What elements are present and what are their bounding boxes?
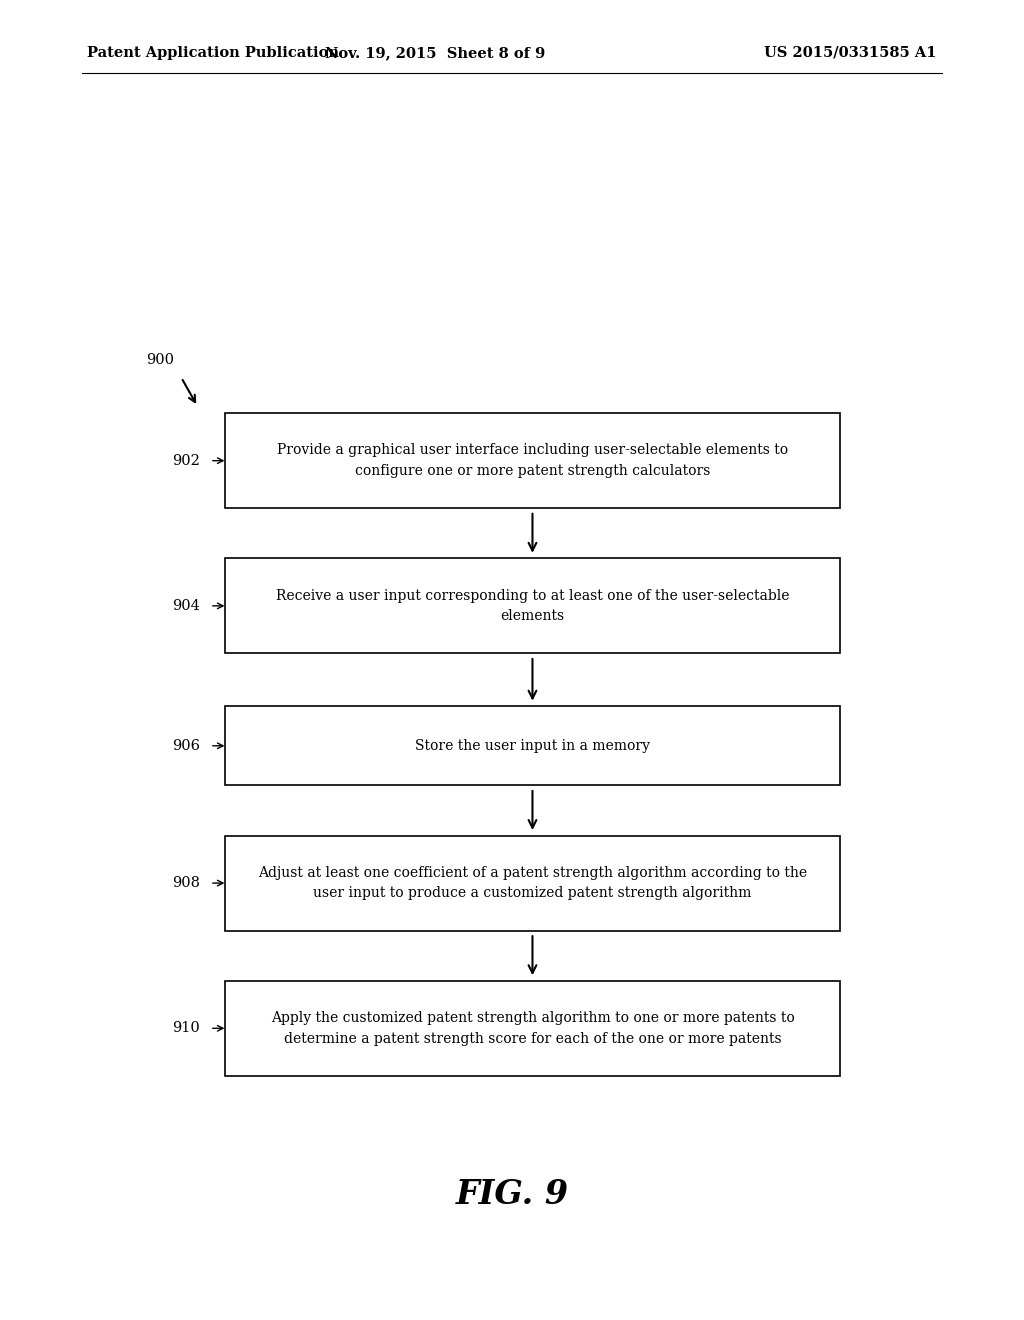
Text: 902: 902 xyxy=(172,454,200,467)
Text: 900: 900 xyxy=(146,352,174,367)
Bar xyxy=(225,413,840,508)
Text: Receive a user input corresponding to at least one of the user-selectable
elemen: Receive a user input corresponding to at… xyxy=(275,589,790,623)
Text: 908: 908 xyxy=(172,876,200,890)
Text: Patent Application Publication: Patent Application Publication xyxy=(87,46,339,59)
Text: US 2015/0331585 A1: US 2015/0331585 A1 xyxy=(765,46,937,59)
Bar xyxy=(225,706,840,785)
Text: 906: 906 xyxy=(172,739,200,752)
Text: FIG. 9: FIG. 9 xyxy=(456,1177,568,1212)
Text: 904: 904 xyxy=(172,599,200,612)
Bar xyxy=(225,836,840,931)
Bar xyxy=(225,558,840,653)
Text: Nov. 19, 2015  Sheet 8 of 9: Nov. 19, 2015 Sheet 8 of 9 xyxy=(325,46,546,59)
Text: 910: 910 xyxy=(172,1022,200,1035)
Text: Apply the customized patent strength algorithm to one or more patents to
determi: Apply the customized patent strength alg… xyxy=(270,1011,795,1045)
Bar xyxy=(225,981,840,1076)
Text: Store the user input in a memory: Store the user input in a memory xyxy=(415,739,650,752)
Text: Adjust at least one coefficient of a patent strength algorithm according to the
: Adjust at least one coefficient of a pat… xyxy=(258,866,807,900)
Text: Provide a graphical user interface including user-selectable elements to
configu: Provide a graphical user interface inclu… xyxy=(276,444,788,478)
